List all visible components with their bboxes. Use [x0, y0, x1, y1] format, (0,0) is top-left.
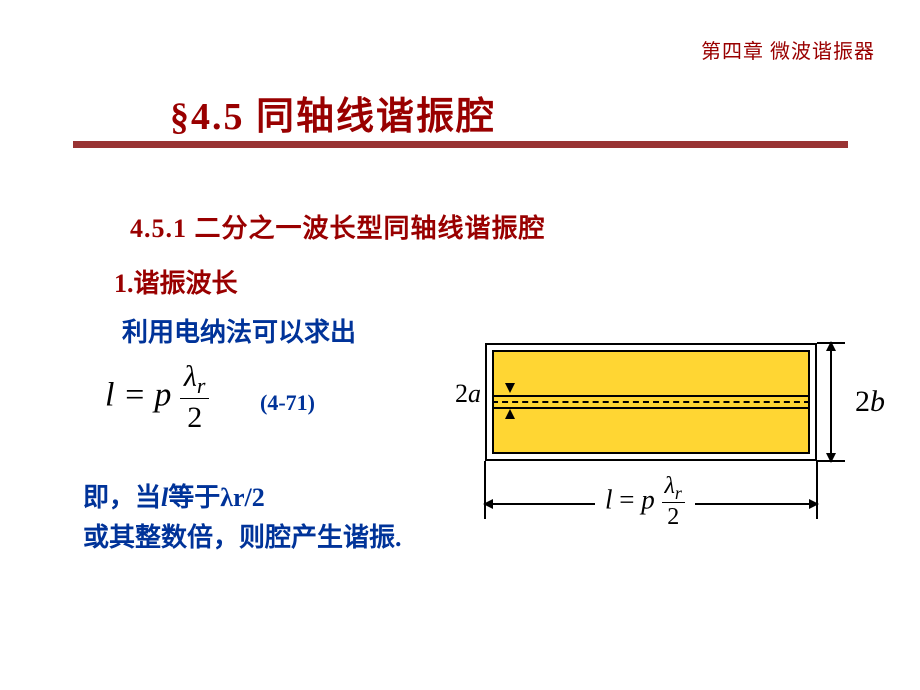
- center-axis-line: [492, 401, 810, 403]
- eq-equals: =: [114, 376, 154, 413]
- item-title: 1.谐振波长: [114, 263, 238, 300]
- lf-fraction: λr 2: [662, 474, 685, 531]
- coaxial-cavity-diagram: 2a 2b l = p λr 2: [455, 343, 895, 553]
- eq-p: p: [154, 376, 171, 413]
- lf-sub: r: [675, 483, 682, 503]
- eq-den: 2: [180, 399, 210, 435]
- label-2b-num: 2: [855, 385, 870, 418]
- title-underline: [73, 141, 848, 148]
- section-title: §4.5 同轴线谐振腔: [170, 85, 496, 140]
- eq-lambda: λ: [184, 360, 197, 393]
- equation-4-71: l = p λr 2: [105, 360, 209, 435]
- eq-sub-r: r: [197, 373, 206, 398]
- label-2b: 2b: [855, 385, 885, 419]
- lf-den: 2: [662, 503, 685, 531]
- lf-p: p: [641, 485, 655, 515]
- chapter-header: 第四章 微波谐振器: [701, 35, 875, 64]
- equation-label: (4-71): [260, 390, 315, 416]
- lf-l: l: [605, 485, 613, 515]
- label-2b-var: b: [870, 385, 885, 418]
- dim-2b-line: [830, 343, 832, 461]
- label-2a-num: 2: [455, 379, 468, 408]
- label-2a-var: a: [468, 379, 481, 408]
- method-text: 利用电纳法可以求出: [122, 312, 356, 349]
- subsection-title: 4.5.1 二分之一波长型同轴线谐振腔: [130, 208, 546, 245]
- conclusion-1a: 即，当: [83, 483, 161, 512]
- tick-l-right: [816, 461, 818, 519]
- dim-2a-arrow-bottom: [505, 409, 515, 419]
- eq-fraction: λr 2: [180, 360, 210, 435]
- conclusion-text: 即，当l等于λr/2 或其整数倍，则腔产生谐振.: [83, 478, 402, 559]
- dim-2a-arrow-top: [505, 383, 515, 393]
- conclusion-2: 或其整数倍，则腔产生谐振.: [83, 523, 402, 552]
- lf-lambda: λ: [665, 473, 675, 499]
- lf-eq: =: [613, 485, 642, 515]
- length-formula: l = p λr 2: [595, 474, 695, 531]
- label-2a: 2a: [455, 379, 481, 409]
- tick-l-left: [484, 461, 486, 519]
- conclusion-1b: 等于λr/2: [168, 483, 265, 512]
